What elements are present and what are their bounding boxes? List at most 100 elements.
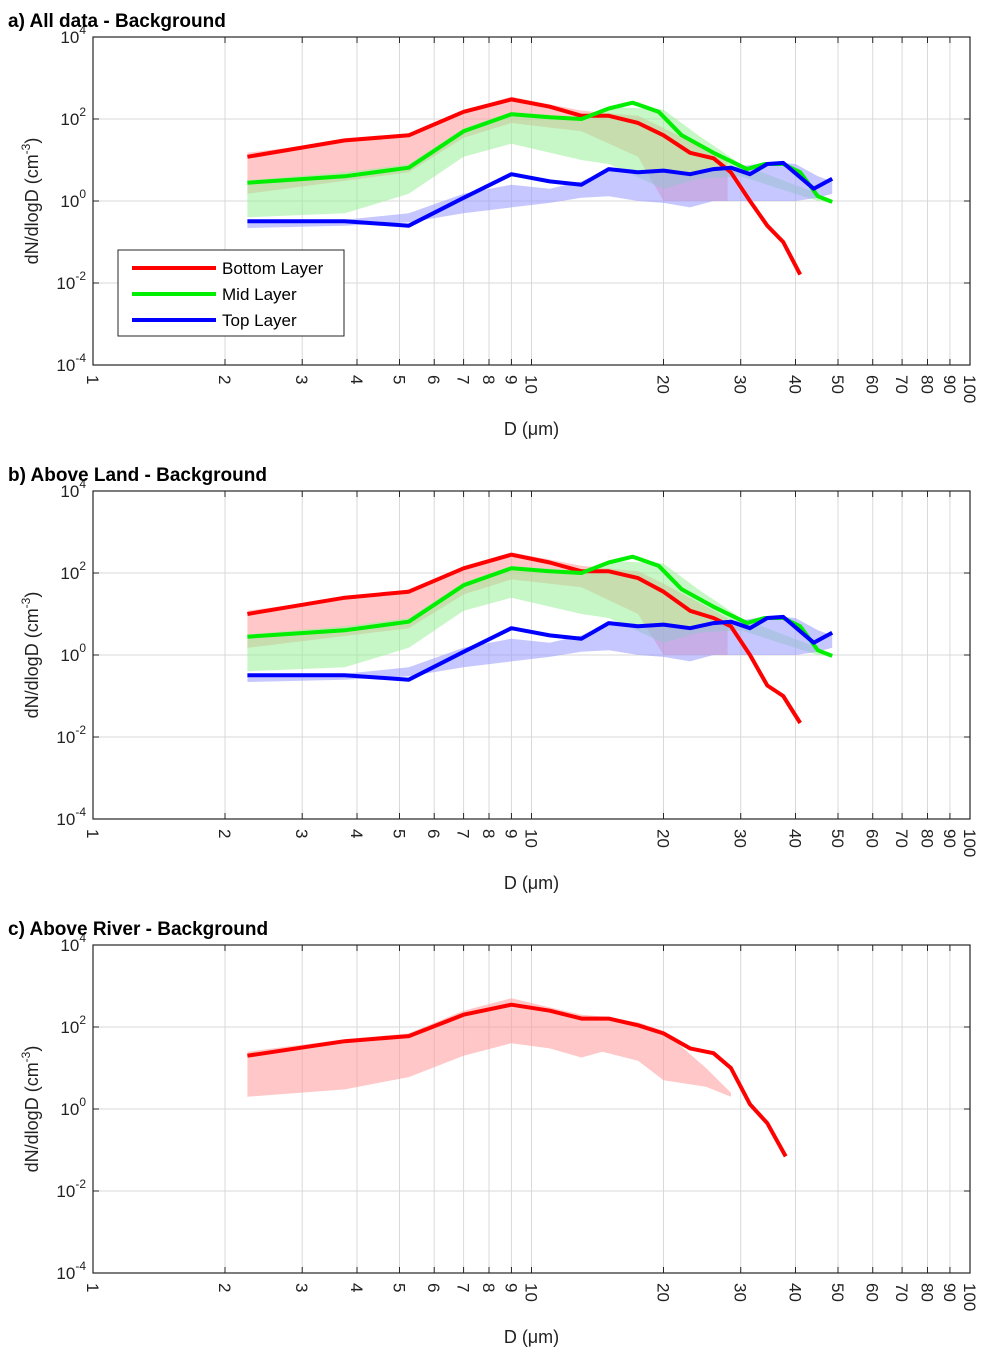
y-tick-label: 10-2	[56, 723, 86, 747]
x-tick-label: 70	[892, 1283, 911, 1302]
legend: Bottom Layer Mid Layer Top Layer	[117, 249, 345, 337]
x-axis-label: D (μm)	[504, 873, 559, 893]
x-tick-label: 2	[215, 375, 234, 384]
series-line-top-layer	[247, 160, 834, 228]
legend-label-top-layer: Top Layer	[222, 311, 297, 330]
x-tick-label: 50	[828, 375, 847, 394]
x-tick-label: 80	[918, 829, 937, 848]
x-tick-label: 80	[918, 1283, 937, 1302]
y-tick-label: 10-2	[56, 269, 86, 293]
x-tick-label: 50	[828, 829, 847, 848]
y-tick-label: 102	[60, 1013, 86, 1037]
x-tick-label: 9	[501, 375, 520, 384]
y-tick-label: 104	[60, 23, 86, 47]
x-tick-label: 9	[501, 829, 520, 838]
grid	[92, 944, 971, 1274]
x-tick-label: 10	[522, 1283, 541, 1302]
x-tick-label: 20	[654, 375, 673, 394]
panel-c: 1 2 3 4 5 6 7 8 9 10 20 30 40 50 60 70 80 90 10010-410-210…	[8, 919, 979, 1347]
x-tick-label: 90	[940, 1283, 959, 1302]
x-tick-label: 6	[424, 829, 443, 838]
x-tick-label: 30	[731, 375, 750, 394]
y-tick-label: 100	[60, 187, 86, 211]
x-tick-label: 1	[83, 1283, 102, 1292]
x-tick-label: 4	[347, 375, 366, 384]
y-tick-label: 10-4	[56, 351, 86, 375]
x-tick-label: 30	[731, 1283, 750, 1302]
y-tick-label: 100	[60, 641, 86, 665]
band-mid-layer	[247, 106, 833, 218]
x-tick-label: 40	[786, 1283, 805, 1302]
x-tick-label: 20	[654, 829, 673, 848]
legend-label-mid-layer: Mid Layer	[222, 285, 297, 304]
y-axis-label: dN/dlogD (cm-3)	[19, 138, 42, 265]
x-tick-label: 5	[389, 1283, 408, 1292]
x-tick-label: 2	[215, 829, 234, 838]
x-tick-label: 9	[501, 1283, 520, 1292]
x-tick-label: 60	[863, 829, 882, 848]
x-tick-label: 7	[454, 829, 473, 838]
legend-label-bottom-layer: Bottom Layer	[222, 259, 323, 278]
series-line-bottom-layer	[247, 1002, 788, 1158]
x-tick-label: 7	[454, 1283, 473, 1292]
panel-a: 1 2 3 4 5 6 7 8 9 10 20 30 40 50 60 70 80 90 10010-410-210…	[8, 11, 979, 439]
panel-title: c) Above River - Background	[8, 919, 268, 940]
x-tick-label: 10	[522, 375, 541, 394]
x-axis-label: D (μm)	[504, 1327, 559, 1347]
y-tick-label: 102	[60, 559, 86, 583]
x-tick-label: 70	[892, 375, 911, 394]
x-tick-label: 50	[828, 1283, 847, 1302]
series-line-bottom-layer	[247, 97, 802, 276]
y-tick-label: 10-4	[56, 805, 86, 829]
x-tick-label: 8	[479, 829, 498, 838]
y-axis-label: dN/dlogD (cm-3)	[19, 592, 42, 719]
x-tick-label: 1	[83, 829, 102, 838]
x-tick-label: 8	[479, 1283, 498, 1292]
y-tick-label: 102	[60, 105, 86, 129]
x-tick-label: 80	[918, 375, 937, 394]
x-tick-label: 2	[215, 1283, 234, 1292]
x-tick-label: 40	[786, 375, 805, 394]
x-tick-label: 6	[424, 375, 443, 384]
x-tick-label: 100	[960, 1283, 979, 1311]
x-axis-label: D (μm)	[504, 419, 559, 439]
panel-b: 1 2 3 4 5 6 7 8 9 10 20 30 40 50 60 70 80 90 10010-410-210…	[8, 465, 979, 893]
y-tick-label: 104	[60, 931, 86, 955]
y-tick-label: 10-4	[56, 1259, 86, 1283]
band-top-layer	[247, 615, 833, 682]
x-tick-label: 3	[292, 1283, 311, 1292]
band-top-layer	[247, 161, 833, 228]
x-tick-label: 5	[389, 829, 408, 838]
x-tick-label: 10	[522, 829, 541, 848]
x-tick-label: 60	[863, 1283, 882, 1302]
x-tick-label: 100	[960, 829, 979, 857]
x-tick-label: 6	[424, 1283, 443, 1292]
x-tick-label: 7	[454, 375, 473, 384]
panel-title: a) All data - Background	[8, 11, 226, 32]
y-tick-label: 100	[60, 1095, 86, 1119]
x-tick-label: 5	[389, 375, 408, 384]
x-tick-label: 4	[347, 829, 366, 838]
x-tick-label: 3	[292, 375, 311, 384]
x-tick-label: 8	[479, 375, 498, 384]
series-line-top-layer	[247, 614, 834, 682]
y-tick-label: 10-2	[56, 1177, 86, 1201]
x-tick-label: 90	[940, 375, 959, 394]
x-tick-label: 40	[786, 829, 805, 848]
x-tick-label: 4	[347, 1283, 366, 1292]
x-tick-label: 90	[940, 829, 959, 848]
y-tick-label: 104	[60, 477, 86, 501]
y-axis-label: dN/dlogD (cm-3)	[19, 1046, 42, 1173]
series-line-bottom-layer	[247, 552, 802, 725]
x-tick-label: 60	[863, 375, 882, 394]
x-tick-label: 3	[292, 829, 311, 838]
band-mid-layer	[247, 560, 833, 672]
x-tick-label: 30	[731, 829, 750, 848]
x-tick-label: 100	[960, 375, 979, 403]
x-tick-label: 20	[654, 1283, 673, 1302]
panel-title: b) Above Land - Background	[8, 465, 267, 486]
x-tick-label: 1	[83, 375, 102, 384]
x-tick-label: 70	[892, 829, 911, 848]
band-bottom-layer	[247, 998, 731, 1097]
